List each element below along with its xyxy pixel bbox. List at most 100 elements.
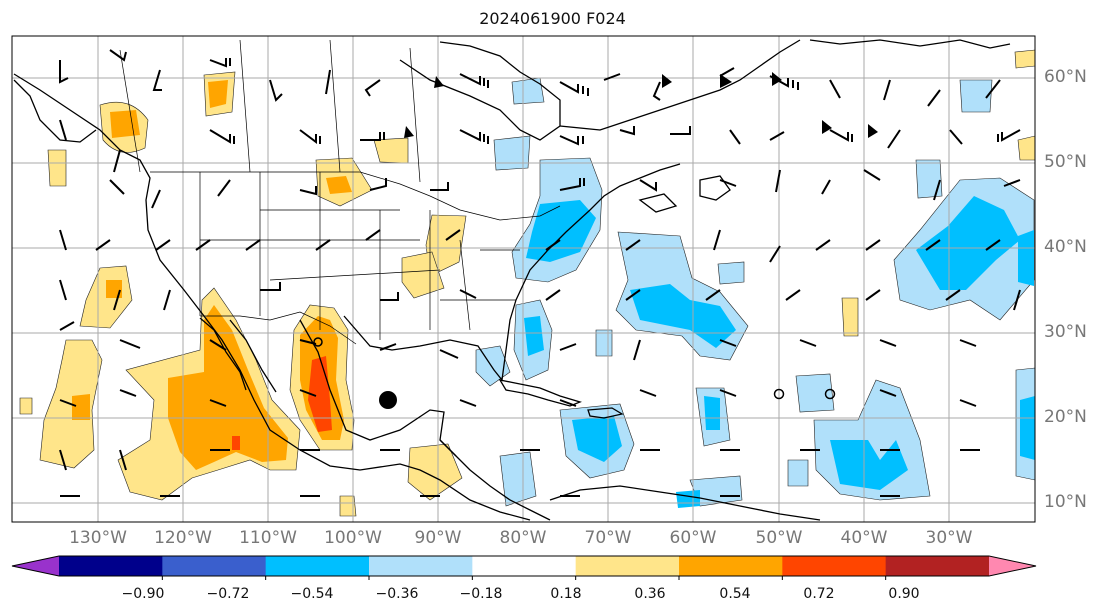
alaska bbox=[13, 79, 97, 143]
storm-marker-filled bbox=[379, 391, 397, 409]
wind-barb bbox=[299, 339, 317, 345]
wind-barb bbox=[883, 79, 891, 101]
wind-barb bbox=[945, 289, 961, 301]
wind-barb bbox=[119, 389, 137, 397]
pos-light-region bbox=[425, 214, 467, 277]
wind-barb bbox=[639, 179, 657, 192]
pos-light-region bbox=[19, 397, 33, 415]
wind-barb bbox=[821, 179, 831, 195]
lat-label-40n: 40°N bbox=[1044, 237, 1087, 257]
wind-barb bbox=[559, 135, 584, 146]
neg-light-region bbox=[511, 77, 545, 105]
wind-barbs bbox=[59, 49, 1021, 497]
wind-barb bbox=[785, 289, 801, 301]
colorbar-tick-label: 0.18 bbox=[550, 586, 582, 602]
colorbar-extend-max bbox=[989, 556, 1036, 576]
colorbar-extend-min bbox=[12, 556, 59, 576]
colorbar-segment bbox=[885, 556, 990, 576]
neg-light-region bbox=[595, 329, 613, 357]
wind-barb bbox=[865, 239, 881, 251]
lat-label-60n: 60°N bbox=[1044, 67, 1087, 87]
wind-barb bbox=[59, 399, 77, 407]
state-lines bbox=[199, 172, 520, 340]
wind-barb bbox=[879, 339, 897, 347]
wind-barb bbox=[95, 239, 111, 251]
lon-label-100w: 100°W bbox=[324, 528, 382, 548]
pos-mid-region bbox=[208, 80, 228, 108]
colorbar-segment bbox=[265, 556, 370, 576]
wind-pennant bbox=[434, 76, 444, 88]
colorbar-tick-label: −0.54 bbox=[290, 586, 334, 602]
neg-light-region bbox=[915, 159, 943, 199]
wind-barb bbox=[430, 182, 449, 191]
wind-barb bbox=[152, 69, 162, 91]
wind-barb bbox=[633, 339, 641, 361]
pos-mid-region bbox=[106, 280, 122, 298]
wind-barb bbox=[59, 60, 69, 84]
wind-barb bbox=[719, 389, 737, 397]
colorbar-segment bbox=[782, 556, 887, 576]
wind-pennant bbox=[404, 126, 414, 138]
lon-label-90w: 90°W bbox=[414, 528, 462, 548]
positive-anomaly-shading bbox=[19, 49, 1035, 517]
colorbar-segment bbox=[472, 556, 577, 576]
wind-barb bbox=[603, 73, 621, 81]
wind-barb bbox=[719, 339, 737, 347]
colorbar-tick-label: −0.72 bbox=[206, 586, 250, 602]
wind-pennant bbox=[720, 74, 732, 88]
wind-barb bbox=[829, 129, 853, 142]
wind-barb bbox=[299, 129, 321, 144]
storm-marker-open bbox=[313, 337, 323, 347]
wind-barb bbox=[195, 239, 211, 251]
wind-barb bbox=[729, 129, 741, 145]
wind-barb bbox=[985, 239, 1001, 251]
wind-barb bbox=[705, 289, 721, 301]
colorbar-outline bbox=[11, 555, 1037, 577]
lat-label-20n: 20°N bbox=[1044, 407, 1087, 427]
wind-barb bbox=[1013, 289, 1021, 311]
storm-marker-open bbox=[773, 388, 785, 400]
gulf-of-california bbox=[229, 319, 277, 393]
pos-light-region bbox=[1017, 135, 1035, 161]
wind-barb bbox=[865, 289, 881, 301]
neg-mid-region bbox=[572, 416, 622, 462]
wind-barb bbox=[113, 149, 121, 173]
wind-barb bbox=[369, 178, 387, 191]
canada-us-border bbox=[150, 171, 561, 221]
colorbar-tick-label: −0.18 bbox=[459, 586, 503, 602]
lat-label-30n: 30°N bbox=[1044, 322, 1087, 342]
wind-barb bbox=[619, 126, 635, 136]
wind-barb bbox=[217, 179, 231, 197]
wind-barb bbox=[245, 239, 261, 251]
neg-mid-region bbox=[524, 316, 544, 356]
wind-barb bbox=[713, 229, 721, 251]
wind-barb bbox=[719, 179, 737, 187]
wind-barb bbox=[59, 279, 67, 301]
neg-mid-region bbox=[630, 284, 736, 348]
wind-barb bbox=[879, 389, 897, 397]
cuba bbox=[498, 379, 582, 407]
wind-barb bbox=[119, 449, 127, 471]
neg-light-region bbox=[493, 135, 531, 171]
wind-barb bbox=[829, 79, 841, 99]
colorbar bbox=[11, 555, 1037, 580]
colorbar-tick-label: −0.36 bbox=[375, 586, 419, 602]
pos-mid-region bbox=[326, 176, 352, 194]
wind-barb bbox=[260, 282, 281, 291]
colorbar-segment bbox=[575, 556, 680, 576]
map-frame bbox=[11, 35, 1036, 523]
wind-barb bbox=[155, 239, 171, 251]
wind-barb bbox=[1003, 179, 1021, 187]
wind-barb bbox=[113, 289, 121, 311]
colorbar-segment bbox=[679, 556, 783, 576]
wind-barb bbox=[119, 339, 141, 349]
colorbar-segment bbox=[369, 556, 473, 576]
wind-barb bbox=[670, 126, 691, 135]
colorbar-tick-label: 0.90 bbox=[888, 586, 920, 602]
pos-light-region bbox=[47, 149, 67, 187]
wind-barb bbox=[315, 239, 331, 251]
map-title: 2024061900 F024 bbox=[479, 9, 626, 28]
wind-barb bbox=[364, 79, 381, 97]
wind-barb bbox=[559, 343, 577, 351]
